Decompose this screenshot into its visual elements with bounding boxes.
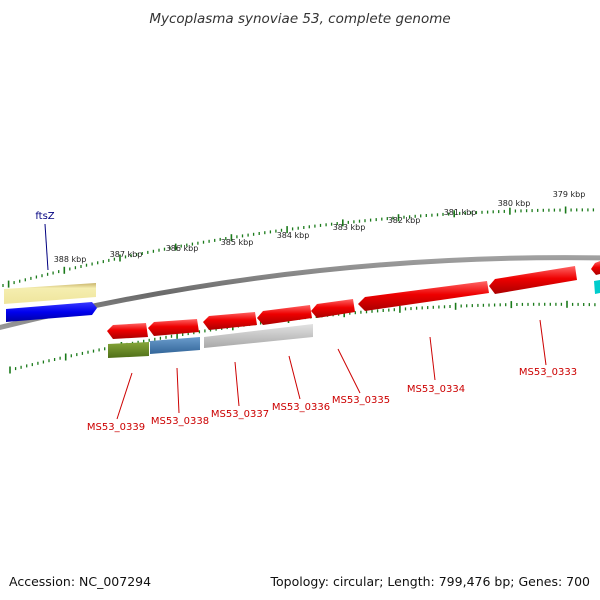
cds-ms53-0333[interactable] [489,266,577,294]
cds-ms53-0338[interactable] [148,319,199,336]
gene-label-ms53-0334[interactable]: MS53_0334 [407,384,465,395]
map-title: Mycoplasma synoviae 53, complete genome [149,11,450,27]
kbp-label-387: 387 kbp [110,250,143,259]
gene-label-ftsz[interactable]: ftsZ [35,211,54,222]
leader-ms53-0334 [429,336,436,381]
leader-ms53-0337 [234,361,240,407]
cog-band-ms53-0336-0337 [204,324,313,348]
gene-label-ms53-0338[interactable]: MS53_0338 [151,416,209,427]
cds-ftsz[interactable] [6,302,97,322]
cds-ms53-0335[interactable] [311,299,355,318]
kbp-label-383: 383 kbp [333,223,366,232]
cds-ms53-0336[interactable] [257,305,312,325]
kbp-label-384: 384 kbp [277,231,310,240]
cds-ms53-0334[interactable] [358,281,489,311]
kbp-label-382: 382 kbp [388,216,421,225]
leader-ms53-0338 [176,367,180,414]
cds-ms53-0339[interactable] [107,323,148,339]
cog-band-ftsz [4,283,96,304]
kbp-label-385: 385 kbp [221,238,254,247]
cds-ms53-0337[interactable] [203,312,257,330]
cds-partial-right[interactable] [591,261,600,275]
outer-ticks [2,206,595,288]
kbp-label-379: 379 kbp [553,190,586,199]
kbp-label-386: 386 kbp [166,244,199,253]
gene-label-ms53-0337[interactable]: MS53_0337 [211,409,269,420]
cog-band-partial-right [594,280,600,294]
leader-ms53-0335 [337,348,361,394]
leader-ftsz [44,223,49,271]
genome-summary-text: Topology: circular; Length: 799,476 bp; … [270,574,591,589]
kbp-label-380: 380 kbp [498,199,531,208]
accession-text: Accession: NC_007294 [9,574,152,589]
cog-band-ms53-0339 [108,342,149,358]
kbp-label-388: 388 kbp [54,255,87,264]
cog-band-ms53-0338 [150,337,200,354]
leader-ms53-0339 [116,372,133,420]
gene-label-ms53-0339[interactable]: MS53_0339 [87,422,145,433]
leader-ms53-0336 [288,355,301,400]
gene-label-ms53-0336[interactable]: MS53_0336 [272,402,330,413]
kbp-label-381: 381 kbp [444,208,477,217]
gene-label-ms53-0335[interactable]: MS53_0335 [332,395,390,406]
gene-label-ms53-0333[interactable]: MS53_0333 [519,367,577,378]
leader-ms53-0333 [539,319,547,366]
